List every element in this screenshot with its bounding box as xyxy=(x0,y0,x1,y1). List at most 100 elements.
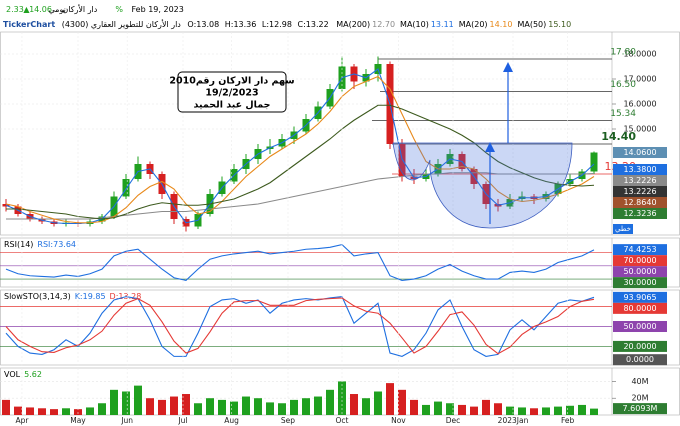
y-tick-label: 16.0000 xyxy=(623,100,656,109)
cup-pattern xyxy=(392,142,573,229)
x-tick-label: Nov xyxy=(391,416,406,425)
panel-title-text: VOL xyxy=(4,370,21,379)
panel-title-text: RSI(14) xyxy=(4,240,33,249)
volume-bar xyxy=(50,409,58,415)
price-box xyxy=(613,208,667,219)
price-box xyxy=(613,244,667,256)
level-label: 15.34 xyxy=(610,109,636,119)
price-box xyxy=(613,291,667,303)
candle-body xyxy=(398,144,406,177)
indicator-line xyxy=(5,297,595,355)
price-box-label: 12.3236 xyxy=(623,209,656,218)
price-box-label: 80.0000 xyxy=(623,304,656,313)
price-box xyxy=(613,277,667,289)
candle-body xyxy=(122,179,130,197)
annotation-line: سهم دار الاركان رقم2010 xyxy=(169,76,294,87)
ma-legend-name: MA(20) xyxy=(459,20,488,29)
low: L:12.98 xyxy=(262,20,292,29)
legend-row: TickerChart دار الأركان للتطوير العقاري … xyxy=(3,19,571,29)
volume-bar xyxy=(206,398,214,415)
volume-bar xyxy=(458,404,466,415)
indicator-line xyxy=(5,244,595,281)
volume-bar xyxy=(362,398,370,415)
x-tick-label: Dec xyxy=(446,416,461,425)
y-tick-label: 40M xyxy=(631,377,648,386)
volume-bar xyxy=(110,389,118,415)
price-box-label: 7.6093M xyxy=(623,404,658,413)
price-box-label: 14.0600 xyxy=(623,148,656,157)
ma-legend-value: 14.10 xyxy=(490,20,513,29)
note-box xyxy=(613,224,633,234)
volume-bar xyxy=(590,408,598,415)
x-tick-label: 2023Jan xyxy=(498,416,529,425)
stock-name: دار الأركان للتطوير العقاري (4300) xyxy=(62,19,182,29)
high: H:13.36 xyxy=(225,20,257,29)
volume-bar xyxy=(470,406,478,415)
level-label: 17.80 xyxy=(610,48,636,58)
volume-bar xyxy=(446,403,454,415)
y-tick-label: 15.0000 xyxy=(623,125,656,134)
volume-bar xyxy=(338,381,346,415)
period: يومي xyxy=(49,5,66,14)
symbol: دار الأركان xyxy=(62,4,97,14)
indicator-line xyxy=(5,75,595,224)
price-box-label: 0.0000 xyxy=(626,355,654,364)
x-tick-label: Feb xyxy=(561,416,575,425)
price-box xyxy=(613,340,667,352)
x-tick-label: Jul xyxy=(177,416,187,425)
panel-title: VOL 5.62 xyxy=(4,370,42,379)
volume-bar xyxy=(518,407,526,415)
x-tick-label: Oct xyxy=(336,416,349,425)
panel-title: SlowSTO(3,14,3) K:19.85 D:13.28 xyxy=(4,292,141,301)
price-box-label: 74.4253 xyxy=(623,245,656,254)
level-label: 14.40 xyxy=(601,130,636,143)
price-box-label: 70.0000 xyxy=(623,256,656,265)
volume-bar xyxy=(194,403,202,415)
volume-bar xyxy=(2,399,10,415)
price-box xyxy=(613,266,667,278)
volume-bar xyxy=(398,389,406,415)
date: Feb 19, 2023 xyxy=(132,5,184,14)
ma-legend-name: MA(10) xyxy=(400,20,429,29)
price-box-label: 50.0000 xyxy=(623,267,656,276)
y-tick-label: 18.0000 xyxy=(623,50,656,59)
indicator-line xyxy=(5,68,595,225)
header-row: دار الأركان يومي 14.06 ▲ 2.33% Feb 19, 2… xyxy=(6,4,184,14)
level-label: 16.50 xyxy=(610,80,636,90)
volume-bar xyxy=(578,404,586,415)
ma-legend-value: 12.70 xyxy=(372,20,395,29)
candle-body xyxy=(590,152,598,172)
x-tick-label: Aug xyxy=(224,416,239,425)
volume-bar xyxy=(326,389,334,415)
volume-bar xyxy=(266,402,274,415)
readout: D:13.28 xyxy=(110,292,142,301)
volume-bar xyxy=(566,405,574,415)
volume-bar xyxy=(278,403,286,415)
volume-bar xyxy=(170,396,178,415)
volume-bar xyxy=(302,398,310,415)
y-tick-label: 17.0000 xyxy=(623,75,656,84)
brand: TickerChart xyxy=(3,20,55,29)
volume-bar xyxy=(158,399,166,415)
volume-bar xyxy=(542,407,550,415)
volume-bar xyxy=(554,406,562,415)
ma-legend-value: 13.11 xyxy=(431,20,454,29)
close: C:13.22 xyxy=(298,20,329,29)
annotation-line: جمال عبد الحميد xyxy=(194,100,271,111)
panel-title: RSI(14) RSI:73.64 xyxy=(4,240,76,249)
volume-bar xyxy=(14,406,22,415)
price-box-label: 12.8640 xyxy=(623,198,656,207)
price-box xyxy=(613,255,667,267)
annotation-box xyxy=(177,71,287,113)
arrow-head xyxy=(485,142,495,152)
price-box-label: 13.2226 xyxy=(623,176,656,185)
panel-title-text: SlowSTO(3,14,3) xyxy=(4,292,71,301)
price-box xyxy=(613,302,667,314)
volume-bar xyxy=(134,385,142,415)
volume-bar xyxy=(422,404,430,415)
price-box xyxy=(613,147,667,158)
annotation-line: 19/2/2023 xyxy=(205,88,258,99)
price-box-label: 30.0000 xyxy=(623,278,656,287)
